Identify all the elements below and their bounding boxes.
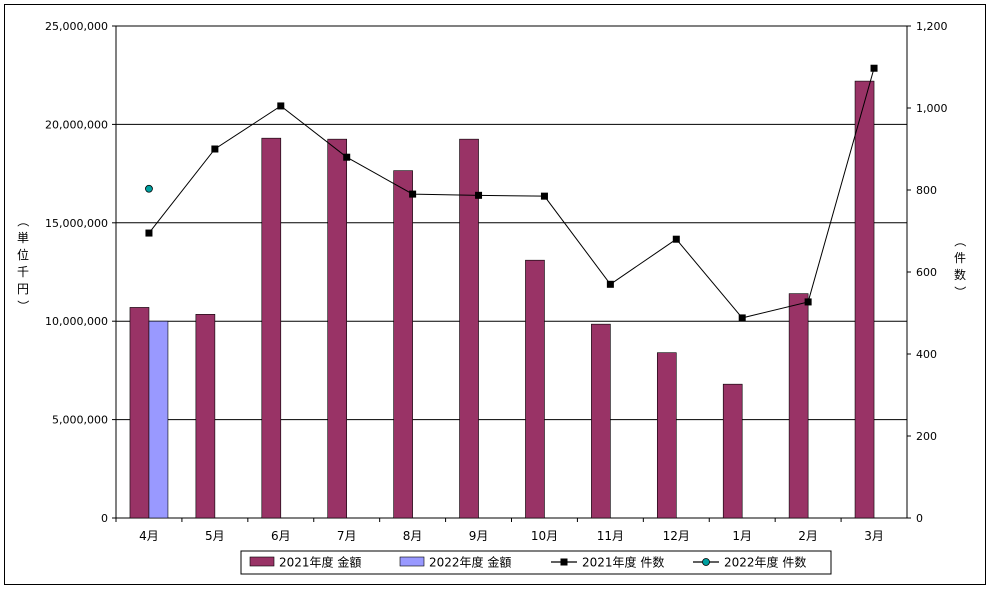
left-tick-label: 25,000,000	[45, 20, 108, 33]
point	[804, 298, 812, 306]
right-axis-title-char: （	[953, 235, 967, 247]
right-tick-label: 600	[916, 266, 937, 279]
bar	[261, 137, 282, 519]
point	[343, 153, 351, 161]
point	[145, 229, 153, 237]
left-tick-label: 20,000,000	[45, 118, 108, 131]
bar	[393, 170, 413, 519]
series-line	[148, 68, 875, 319]
legend-marker	[702, 558, 710, 566]
legend: 2021年度 金額 2022年度 金額 2021年度 件数 2022年度 件数	[240, 550, 832, 575]
point	[540, 192, 548, 200]
bar	[327, 138, 348, 519]
x-tick-label: 12月	[663, 529, 690, 543]
x-tick-label: 2月	[798, 529, 818, 543]
left-axis-title-char: （	[16, 215, 30, 227]
right-axis-ticks: 0 200 400 600 800 1,000 1,200	[907, 20, 948, 525]
left-tick-label: 15,000,000	[45, 217, 108, 230]
plot-area	[115, 25, 908, 519]
legend-label: 2022年度 件数	[724, 555, 806, 570]
bar	[591, 323, 611, 519]
x-tick-label: 8月	[403, 529, 423, 543]
right-axis-title-char: ）	[953, 286, 967, 298]
x-tick-label: 6月	[271, 529, 291, 543]
left-axis-ticks: 0 5,000,000 10,000,000 15,000,000 20,000,000…	[45, 20, 116, 525]
right-axis-title-char: 数	[954, 267, 966, 282]
legend-label: 2021年度 金額	[279, 555, 361, 570]
lines	[145, 64, 878, 322]
x-tick-label: 1月	[732, 529, 752, 543]
x-tick-label: 5月	[205, 529, 225, 543]
point	[738, 314, 746, 322]
right-tick-label: 0	[916, 512, 923, 525]
legend-label: 2021年度 件数	[582, 555, 664, 570]
right-tick-label: 800	[916, 184, 937, 197]
left-axis-title-char: 位	[17, 247, 29, 262]
bar	[459, 138, 479, 519]
x-tick-label: 3月	[864, 529, 884, 543]
right-axis-title-char: 件	[954, 251, 966, 265]
left-tick-label: 10,000,000	[45, 315, 108, 328]
bar	[148, 320, 169, 519]
point	[606, 280, 614, 288]
gridlines	[116, 123, 907, 421]
bar	[129, 307, 150, 519]
right-tick-label: 200	[916, 430, 937, 443]
left-axis-title-char: ）	[16, 300, 30, 312]
right-tick-label: 1,000	[916, 102, 948, 115]
legend-marker	[560, 558, 568, 566]
legend-swatch	[399, 556, 425, 567]
point	[870, 64, 878, 72]
bar	[525, 259, 545, 519]
point	[277, 102, 285, 110]
legend-box	[240, 550, 832, 575]
legend-swatch	[249, 556, 275, 567]
x-axis-labels: 4月 5月 6月 7月 8月 9月 10月 11月 12月 1月 2月 3月	[115, 518, 884, 543]
x-tick-label: 7月	[337, 529, 357, 543]
left-tick-label: 5,000,000	[52, 414, 108, 427]
point	[672, 235, 680, 243]
left-axis-title-char: 円	[17, 282, 29, 296]
bar	[788, 293, 809, 519]
left-tick-label: 0	[101, 512, 108, 525]
point	[145, 184, 153, 193]
x-tick-label: 11月	[597, 529, 624, 543]
point	[409, 190, 417, 198]
legend-label: 2022年度 金額	[429, 555, 511, 570]
x-tick-label: 9月	[469, 529, 489, 543]
x-tick-label: 10月	[531, 529, 558, 543]
bar	[722, 383, 743, 519]
bar	[195, 314, 216, 519]
bars	[129, 80, 875, 519]
point	[475, 191, 483, 199]
left-axis-title-char: 単	[17, 231, 29, 245]
left-axis-title-char: 千	[17, 265, 29, 279]
right-tick-label: 400	[916, 348, 937, 361]
right-tick-label: 1,200	[916, 20, 948, 33]
bar	[854, 80, 875, 519]
right-axis-title: （ 件数 ）	[953, 235, 967, 298]
bar	[656, 352, 677, 519]
point	[211, 145, 219, 153]
x-tick-label: 4月	[139, 529, 159, 543]
